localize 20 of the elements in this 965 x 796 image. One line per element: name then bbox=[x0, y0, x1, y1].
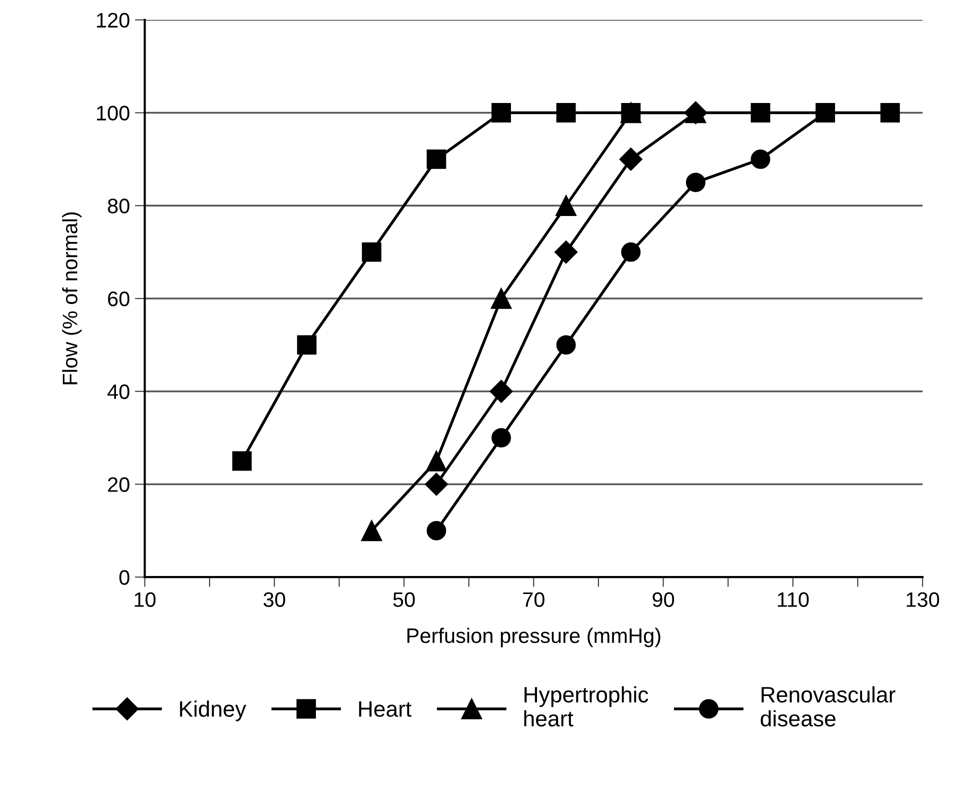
y-tick-label: 120 bbox=[97, 12, 130, 28]
y-tick-label: 60 bbox=[108, 292, 130, 306]
x-tick-label: 10 bbox=[134, 592, 156, 607]
y-tick-label: 40 bbox=[107, 384, 130, 400]
x-tick-label: 70 bbox=[523, 592, 544, 607]
y-tick-label: 20 bbox=[108, 477, 130, 492]
y-tick-label: 100 bbox=[97, 106, 130, 121]
legend-label: Renovascular disease bbox=[760, 686, 896, 727]
x-tick-label: 90 bbox=[652, 592, 674, 607]
x-tick-label: 130 bbox=[906, 592, 940, 607]
y-axis-title: Flow (% of normal) bbox=[62, 212, 82, 384]
x-tick-label: 110 bbox=[778, 592, 809, 607]
legend-label: Kidney bbox=[180, 700, 246, 722]
x-tick-label: 30 bbox=[264, 592, 286, 607]
legend-label: Heart bbox=[359, 701, 412, 717]
y-tick-label: 80 bbox=[108, 198, 130, 214]
y-tick-label: 0 bbox=[119, 570, 130, 585]
x-axis-title: Perfusion pressure (mmHg) bbox=[407, 628, 660, 648]
legend-label: Hypertrophic heart bbox=[524, 686, 648, 727]
x-tick-label: 50 bbox=[393, 592, 415, 607]
